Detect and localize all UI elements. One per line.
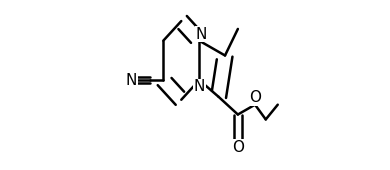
Text: N: N [126,73,137,88]
Text: N: N [193,79,205,94]
Text: O: O [249,90,261,105]
Text: O: O [232,140,244,155]
Text: N: N [195,27,207,41]
